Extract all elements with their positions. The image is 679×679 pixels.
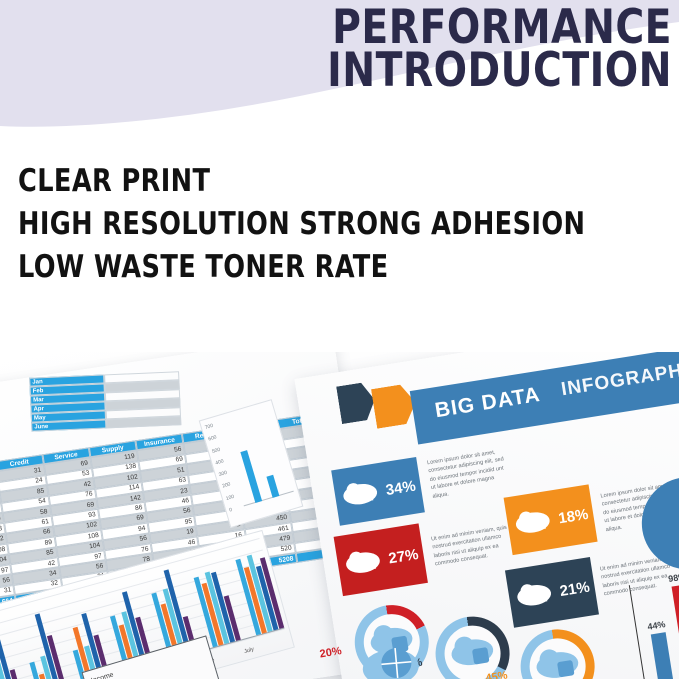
secondary-chart-y-tick: 100 [225,493,235,502]
infographic-tiles: 34% Lorem ipsum dolor sit amet, consectet… [294,352,679,628]
donut-chart-group: 20%35%45% [294,352,679,679]
donut-chart [430,611,515,679]
bar-chart-group [188,552,241,648]
page-title: PERFORMANCE INTRODUCTION [252,0,672,99]
infographic-tile: 27% [333,523,428,597]
headline-line-1: CLEAR PRINT [18,163,211,199]
infographic-tile-percent: 34% [384,477,417,499]
cloud-people-icon [343,544,384,581]
title-line-2: INTRODUCTION [327,43,672,99]
feature-headline: CLEAR PRINT HIGH RESOLUTION STRONG ADHES… [18,160,658,288]
mini-table-month: June [31,419,107,432]
secondary-chart-axis [243,490,294,507]
infographic-tile-percent: 27% [387,545,420,567]
top-banner: PERFORMANCE INTRODUCTION [0,0,679,150]
cloud-globe-icon [513,504,554,541]
printed-infographic-sheet: BIG DATA INFOGRAPHIC 34% Lorem ipsum dolo… [294,352,679,679]
mini-table: Jan Feb Mar Apr May June [29,371,182,432]
infographic-tile: 34% [331,456,425,526]
donut-chart [349,599,435,679]
mini-bar [650,632,674,679]
cloud-document-icon [340,476,381,513]
mini-bar-chart: 44%98%52% [628,562,679,679]
infographic-banner: BIG DATA INFOGRAPHIC [409,352,679,445]
chevron-dark-icon [336,381,378,424]
database-lock-icon [525,634,590,679]
bar-chart-bar [9,668,24,679]
title-line-1: PERFORMANCE [332,0,672,55]
mini-table-cell [106,416,182,429]
infographic-subtitle: INFOGRAPHIC [559,357,679,401]
bar-chart-group [14,600,67,679]
headline-line-3: LOW WASTE TONER RATE [18,248,389,285]
infographic-tile: 18% [503,484,598,556]
mini-bar-label: 98% [667,571,679,584]
secondary-chart-y-tick: 0 [228,506,234,514]
bar-chart-x-label: July [243,646,255,655]
secondary-chart-y-tick: 500 [211,446,221,455]
secondary-chart-y-tick: 200 [221,481,232,490]
secondary-chart-y-tick: 400 [214,458,225,467]
secondary-chart-y-tick: 300 [218,470,228,479]
donut-chart-percent: 20% [318,645,343,661]
headline-line-2: HIGH RESOLUTION STRONG ADHESION [18,205,586,242]
infographic-tile-text: Ut enim ad minim veniam, quis nostrud ex… [430,524,508,568]
mini-bar-label: 44% [646,619,667,632]
cloud-lock-icon [359,610,424,675]
document-lock-icon [440,621,505,679]
infographic-tile: 21% [504,557,599,628]
mini-bar-axis [628,585,647,679]
infographic-tile-text: Lorem ipsum dolor sit amet, consectetur … [426,449,505,500]
donut-chart [515,624,600,679]
secondary-chart-y-tick: 700 [204,422,214,432]
secondary-chart-bar [240,450,263,503]
cloud-network-icon [514,577,555,614]
wave-background-shape [0,0,679,127]
secondary-chart-bar [266,474,280,498]
secondary-chart-y-tick: 600 [207,434,218,443]
mini-bar [671,584,679,679]
cloud-globe-footer-icon [362,648,419,679]
infographic-title: BIG DATA [433,382,543,423]
infographic-tile-percent: 21% [558,578,591,600]
infographic-tile-percent: 18% [557,505,590,527]
